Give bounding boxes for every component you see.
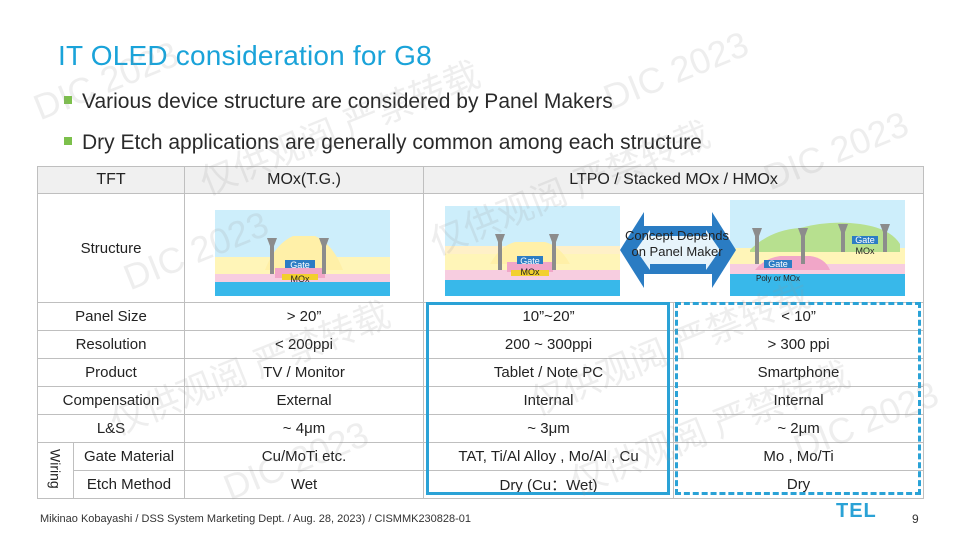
cell-mox: Wet [184,470,425,499]
cell-ltpo: 200 ~ 300ppi [423,330,675,359]
mox-tg-structure-diagram: Gate MOx [215,210,390,296]
table-row: Etch Method Wet Dry (Cu：Wet) Dry [38,470,925,499]
bullet-item: Various device structure are considered … [64,90,613,114]
table-row: Wiring Gate Material Cu/MoTi etc. TAT, T… [37,442,925,499]
header-tft: TFT [36,166,186,194]
cell-ltpo: Tablet / Note PC [423,358,675,387]
watermark: DIC 2023 [597,23,755,119]
hmox-structure-diagram: Gate Gate MOx Poly or MOx [730,200,905,296]
poly-or-mox-label: Poly or MOx [756,274,800,283]
cell-ltpo: ~ 3μm [423,414,675,443]
bullet-square-icon [64,96,72,105]
bullet-item: Dry Etch applications are generally comm… [64,131,702,155]
footer-text: Mikinao Kobayashi / DSS System Marketing… [40,513,472,525]
table-row: Product TV / Monitor Tablet / Note PC Sm… [36,358,925,387]
cell-hmox: > 300 ppi [673,330,925,359]
row-label: Compensation [36,386,186,415]
row-label: Gate Material [72,442,186,471]
slide-title: IT OLED consideration for G8 [58,40,432,71]
page-number: 9 [912,512,919,526]
cell-hmox: Smartphone [673,358,925,387]
table-header-row: TFT MOx(T.G.) LTPO / Stacked MOx / HMOx [36,166,925,194]
row-label: Product [36,358,186,387]
bullet-text: Dry Etch applications are generally comm… [82,131,702,154]
mox-label: MOx [521,267,540,277]
row-label: L&S [36,414,186,443]
row-label: Resolution [36,330,186,359]
cell-mox: External [184,386,425,415]
cell-hmox: Internal [673,386,925,415]
header-mox: MOx(T.G.) [184,166,425,194]
gate-label: Gate [768,259,788,269]
cell-hmox: Mo , Mo/Ti [673,442,925,471]
mox-label: MOx [291,274,310,284]
gate-label: Gate [855,235,875,245]
ltpo-structure-diagram: Gate MOx [445,206,620,296]
table-row: L&S ~ 4μm ~ 3μm ~ 2μm [36,414,925,443]
mox-label: MOx [856,246,875,256]
bullet-text: Various device structure are considered … [82,90,613,113]
cell-mox: Cu/MoTi etc. [184,442,425,471]
cell-ltpo: Dry (Cu：Wet) [423,470,675,499]
cell-ltpo: 10”~20” [423,302,675,331]
concept-double-arrow-icon [620,212,736,288]
bullet-square-icon [64,137,72,146]
cell-hmox: Dry [673,470,925,499]
wiring-group-cell: Wiring [37,442,74,499]
header-ltpo: LTPO / Stacked MOx / HMOx [423,166,925,194]
cell-mox: ~ 4μm [184,414,425,443]
cell-mox: > 20” [184,302,425,331]
cell-hmox: < 10” [673,302,925,331]
wiring-label: Wiring [47,448,64,489]
table-row: Resolution < 200ppi 200 ~ 300ppi > 300 p… [36,330,925,359]
gate-label: Gate [290,260,310,270]
concept-text: Concept Depends on Panel Maker [624,228,730,259]
tel-logo: TEL [836,500,877,522]
row-label: Panel Size [36,302,186,331]
cell-mox: TV / Monitor [184,358,425,387]
cell-ltpo: TAT, Ti/Al Alloy , Mo/Al , Cu [423,442,675,471]
cell-hmox: ~ 2μm [673,414,925,443]
table-row: Compensation External Internal Internal [36,386,925,415]
structure-label: Structure [36,193,186,303]
gate-label: Gate [520,256,540,266]
cell-mox: < 200ppi [184,330,425,359]
cell-ltpo: Internal [423,386,675,415]
table-row: Panel Size > 20” 10”~20” < 10” [36,302,925,331]
row-label: Etch Method [72,470,186,499]
